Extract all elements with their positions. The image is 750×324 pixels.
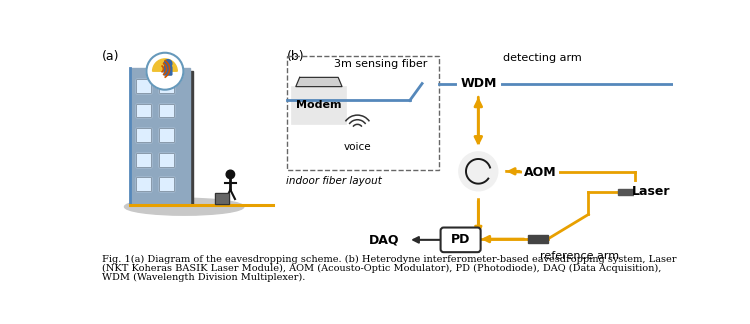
Bar: [136, 128, 151, 142]
Bar: [159, 178, 174, 191]
Text: (a): (a): [102, 50, 119, 63]
Bar: [136, 178, 151, 191]
Bar: [292, 87, 346, 123]
Bar: [159, 71, 194, 205]
Circle shape: [146, 53, 184, 90]
Text: 3m sensing fiber: 3m sensing fiber: [334, 59, 427, 69]
Bar: [286, 56, 439, 170]
Text: AOM: AOM: [524, 166, 557, 179]
Text: reference arm: reference arm: [539, 251, 619, 261]
Bar: [159, 128, 174, 142]
Ellipse shape: [124, 198, 244, 215]
Bar: [130, 68, 190, 205]
Bar: [364, 231, 405, 249]
Text: PD: PD: [451, 233, 470, 246]
Bar: [215, 193, 229, 204]
Bar: [136, 128, 151, 142]
Bar: [159, 79, 174, 93]
Text: (NKT Koheras BASIK Laser Module), AOM (Acousto-Optic Modulator), PD (Photodiode): (NKT Koheras BASIK Laser Module), AOM (A…: [102, 264, 662, 273]
Bar: [523, 162, 559, 182]
Circle shape: [459, 152, 497, 191]
FancyBboxPatch shape: [440, 227, 481, 252]
Bar: [136, 153, 151, 167]
Text: (b): (b): [286, 50, 304, 63]
Bar: [215, 193, 229, 204]
Bar: [136, 153, 151, 167]
Text: Fig. 1(a) Diagram of the eavesdropping scheme. (b) Heterodyne interferometer-bas: Fig. 1(a) Diagram of the eavesdropping s…: [102, 254, 676, 264]
Bar: [458, 73, 500, 94]
Bar: [159, 128, 174, 142]
Bar: [136, 104, 151, 117]
Text: voice: voice: [344, 142, 371, 152]
Bar: [159, 178, 174, 191]
Text: WDM: WDM: [460, 77, 496, 90]
Text: detecting arm: detecting arm: [503, 53, 581, 63]
Bar: [527, 235, 548, 243]
Bar: [159, 79, 174, 93]
Bar: [136, 178, 151, 191]
Text: DAQ: DAQ: [369, 233, 400, 246]
Bar: [634, 183, 669, 200]
Text: Modem: Modem: [296, 100, 342, 110]
Polygon shape: [296, 77, 342, 87]
Bar: [136, 79, 151, 93]
Bar: [136, 79, 151, 93]
Bar: [159, 104, 174, 117]
Bar: [159, 153, 174, 167]
Circle shape: [453, 146, 504, 197]
Bar: [618, 189, 634, 195]
Text: indoor fiber layout: indoor fiber layout: [286, 176, 382, 186]
Circle shape: [226, 170, 235, 179]
Bar: [159, 153, 174, 167]
FancyBboxPatch shape: [164, 67, 172, 75]
Bar: [136, 104, 151, 117]
Text: WDM (Wavelength Division Multiplexer).: WDM (Wavelength Division Multiplexer).: [102, 273, 305, 282]
Text: Laser: Laser: [632, 185, 670, 198]
Bar: [159, 104, 174, 117]
Circle shape: [164, 60, 172, 67]
Wedge shape: [152, 59, 177, 71]
